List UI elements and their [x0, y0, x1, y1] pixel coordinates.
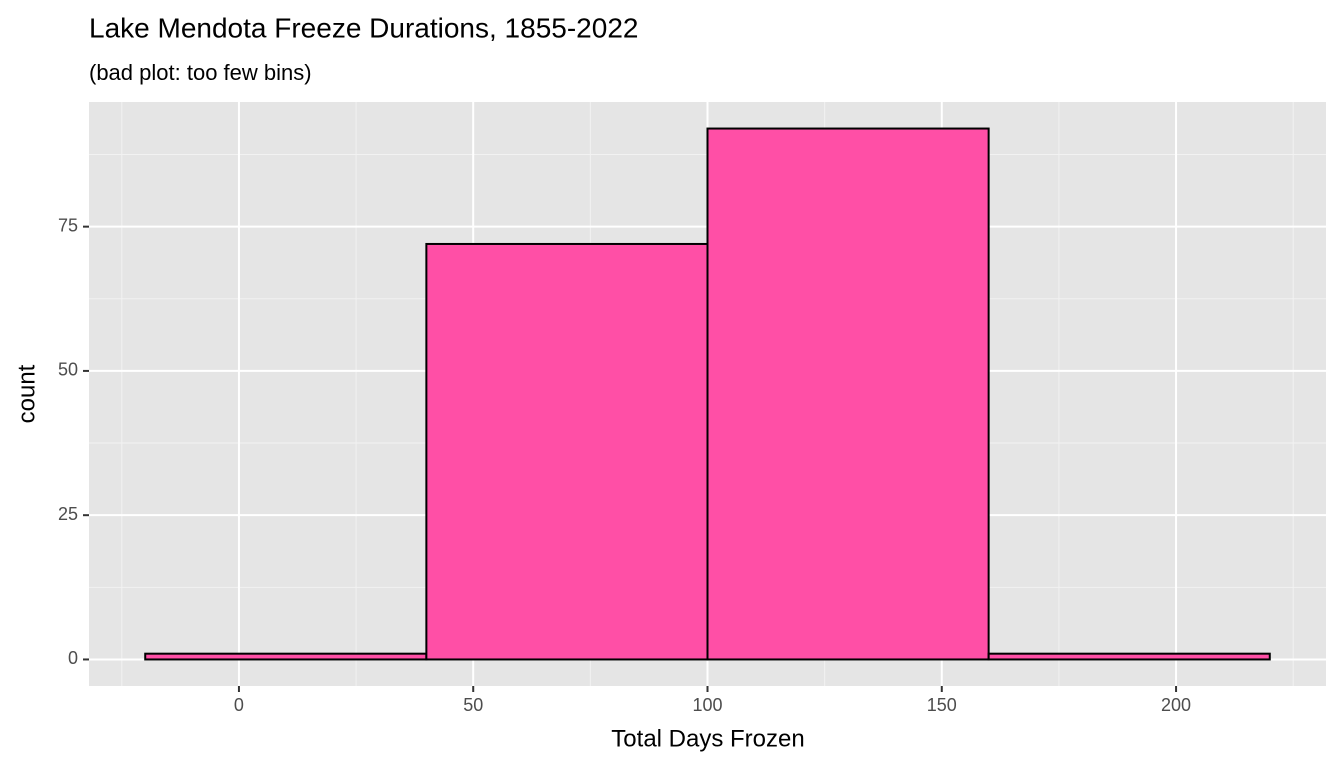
chart-title: Lake Mendota Freeze Durations, 1855-2022 [89, 12, 638, 43]
y-tick-label: 0 [68, 648, 78, 668]
bar [987, 652, 1271, 661]
x-tick-label: 150 [927, 695, 957, 715]
x-tick-label: 100 [692, 695, 722, 715]
x-axis-title: Total Days Frozen [611, 725, 804, 752]
bar [425, 242, 709, 661]
y-axis-title: count [13, 364, 40, 423]
chart-subtitle: (bad plot: too few bins) [89, 60, 312, 85]
y-tick-label: 50 [58, 360, 78, 380]
x-tick-label: 50 [463, 695, 483, 715]
x-tick-label: 0 [234, 695, 244, 715]
y-tick-label: 25 [58, 504, 78, 524]
bar [144, 652, 428, 661]
bar [706, 127, 990, 661]
x-tick-label: 200 [1161, 695, 1191, 715]
y-tick-label: 75 [58, 215, 78, 235]
